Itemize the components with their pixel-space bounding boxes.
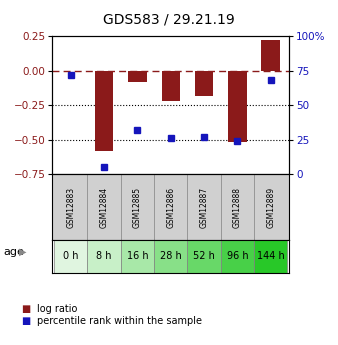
Bar <box>262 40 280 71</box>
Bar <box>88 240 121 273</box>
Text: ■: ■ <box>21 304 30 314</box>
Text: 96 h: 96 h <box>226 251 248 261</box>
Bar <box>187 240 221 273</box>
Text: GDS583 / 29.21.19: GDS583 / 29.21.19 <box>103 12 235 26</box>
Text: 16 h: 16 h <box>126 251 148 261</box>
Text: GSM12884: GSM12884 <box>100 186 108 228</box>
Bar <box>162 71 180 101</box>
Bar <box>54 240 88 273</box>
Text: 52 h: 52 h <box>193 251 215 261</box>
Bar <box>228 71 246 142</box>
Text: GSM12889: GSM12889 <box>266 186 275 228</box>
Text: log ratio: log ratio <box>37 304 77 314</box>
Text: percentile rank within the sample: percentile rank within the sample <box>37 316 202 326</box>
Bar <box>254 240 287 273</box>
Text: GSM12887: GSM12887 <box>199 186 209 228</box>
Text: 28 h: 28 h <box>160 251 182 261</box>
Bar <box>221 240 254 273</box>
Text: ■: ■ <box>21 316 30 326</box>
Text: 0 h: 0 h <box>63 251 78 261</box>
Text: GSM12886: GSM12886 <box>166 186 175 228</box>
Bar <box>121 240 154 273</box>
Text: ▶: ▶ <box>19 247 27 257</box>
Text: 8 h: 8 h <box>96 251 112 261</box>
Text: GSM12885: GSM12885 <box>133 186 142 228</box>
Bar <box>154 240 187 273</box>
Text: age: age <box>3 247 24 257</box>
Text: 144 h: 144 h <box>257 251 285 261</box>
Text: GSM12888: GSM12888 <box>233 187 242 227</box>
Text: GSM12883: GSM12883 <box>66 186 75 228</box>
Bar <box>95 71 113 151</box>
Bar <box>195 71 213 96</box>
Bar <box>128 71 147 82</box>
